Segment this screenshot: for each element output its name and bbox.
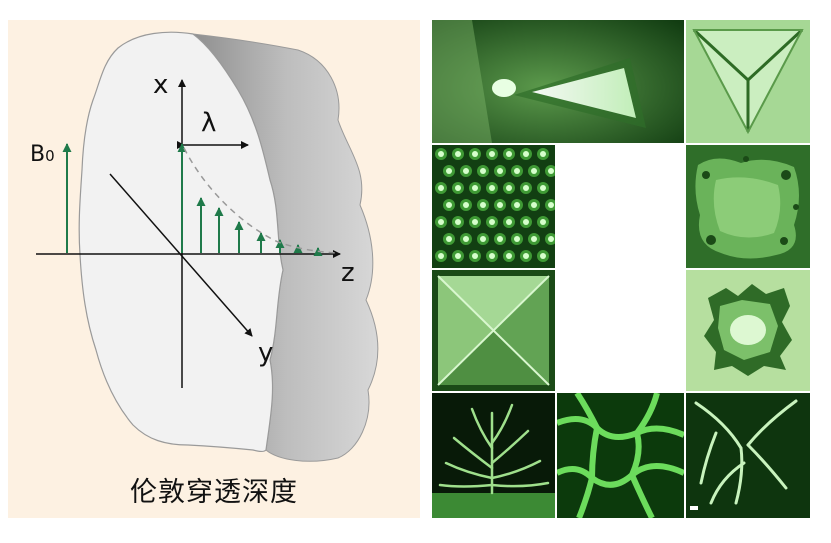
vortex-dot — [548, 236, 554, 242]
vortex-dot — [455, 253, 461, 259]
vortex-dot — [540, 151, 546, 157]
diagram-caption: 伦敦穿透深度 — [130, 477, 298, 508]
tile-flux-network — [557, 393, 684, 518]
tile-triangle-pattern — [686, 20, 810, 143]
b0-label-main: B — [30, 142, 46, 167]
vortex-dot — [506, 253, 512, 259]
vortex-dot — [455, 185, 461, 191]
vortex-dot — [463, 168, 469, 174]
vortex-dot — [438, 219, 444, 225]
vortex-dot — [472, 219, 478, 225]
vortex-dot — [548, 202, 554, 208]
vortex-dot — [497, 202, 503, 208]
vortex-dot — [446, 236, 452, 242]
tile-flux-branches — [686, 393, 810, 518]
vortex-dot — [472, 185, 478, 191]
vortex-dot — [497, 168, 503, 174]
x-axis-label: x — [153, 70, 169, 100]
vortex-dot — [523, 253, 529, 259]
tile-vortex-lattice — [432, 145, 555, 268]
penetration-depth-diagram: B0 x λ z y 伦敦穿透深度 — [8, 20, 420, 518]
vortex-dot — [455, 219, 461, 225]
tile-flux-wedge — [432, 20, 684, 143]
vortex-dot — [523, 185, 529, 191]
vortex-dot — [446, 168, 452, 174]
vortex-dot — [446, 202, 452, 208]
vortex-dot — [506, 185, 512, 191]
vortex-dot — [438, 185, 444, 191]
vortex-dot — [506, 151, 512, 157]
lambda-label: λ — [201, 108, 217, 138]
vortex-dot — [489, 219, 495, 225]
tile-square-pyramid — [432, 270, 555, 391]
vortex-dot — [489, 185, 495, 191]
vortex-dot — [463, 236, 469, 242]
vortex-dot — [489, 151, 495, 157]
y-axis-line — [109, 173, 253, 337]
vortex-dot — [531, 236, 537, 242]
vortex-dot — [480, 202, 486, 208]
tile-rough-flux-front — [686, 145, 810, 268]
vortex-dot — [540, 253, 546, 259]
vortex-dot — [514, 168, 520, 174]
vortex-dot — [497, 236, 503, 242]
diagram-canvas — [36, 31, 379, 462]
vortex-dot — [523, 151, 529, 157]
tile-irregular-flux-domain — [686, 270, 810, 391]
vortex-dot — [506, 219, 512, 225]
vortex-dot — [531, 168, 537, 174]
decay-envelope-curve — [183, 147, 339, 254]
vortex-dot — [489, 253, 495, 259]
z-axis-label: z — [341, 258, 355, 288]
vortex-dot — [455, 151, 461, 157]
vortex-dot — [463, 202, 469, 208]
vortex-dot — [540, 185, 546, 191]
vortex-dot — [438, 151, 444, 157]
y-axis-label: y — [258, 338, 274, 368]
vortex-dot — [480, 236, 486, 242]
vortex-dot — [523, 219, 529, 225]
vortex-dot — [438, 253, 444, 259]
b0-label: B0 — [30, 142, 55, 167]
vortex-dot — [514, 202, 520, 208]
vortex-dot — [480, 168, 486, 174]
vortex-dot — [472, 151, 478, 157]
tile-dendritic-avalanche — [432, 393, 555, 518]
b0-label-sub: 0 — [45, 147, 55, 165]
vortex-dot — [548, 168, 554, 174]
vortex-dot — [514, 236, 520, 242]
decaying-field-arrows — [177, 143, 323, 256]
vortex-dot — [540, 219, 546, 225]
vortex-dot — [531, 202, 537, 208]
flux-image-grid — [432, 20, 810, 518]
vortex-dot — [472, 253, 478, 259]
empty-slot — [557, 145, 684, 391]
